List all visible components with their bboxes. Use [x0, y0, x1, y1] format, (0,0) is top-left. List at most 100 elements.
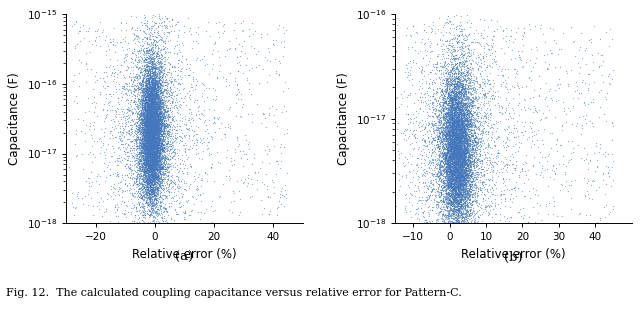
Point [149, 112, 159, 117]
Point [151, 131, 161, 136]
Point [148, 181, 159, 186]
Point [444, 149, 454, 154]
Point [587, 121, 597, 126]
Point [154, 101, 164, 106]
Point [450, 188, 460, 193]
Point [424, 106, 434, 111]
Point [148, 129, 158, 134]
Point [469, 174, 479, 179]
Point [453, 108, 463, 113]
Point [451, 163, 461, 168]
Point [444, 72, 454, 77]
Point [147, 106, 157, 111]
Point [129, 148, 139, 153]
Point [461, 214, 471, 219]
Point [408, 23, 419, 28]
Point [159, 118, 169, 123]
Point [139, 92, 149, 97]
Point [472, 141, 482, 146]
Point [461, 214, 471, 219]
Point [143, 112, 154, 117]
Point [448, 98, 458, 103]
Point [140, 129, 150, 134]
Point [127, 117, 137, 122]
Point [144, 85, 154, 90]
Point [467, 191, 477, 196]
Point [134, 113, 145, 118]
Point [159, 87, 169, 92]
Point [444, 106, 454, 111]
Point [447, 180, 458, 185]
Point [447, 73, 457, 78]
Point [428, 122, 438, 126]
Point [461, 151, 471, 156]
Point [460, 137, 470, 142]
Point [148, 132, 158, 137]
Point [155, 114, 165, 119]
Point [145, 113, 155, 117]
Point [455, 135, 465, 140]
Point [453, 135, 463, 140]
Point [460, 125, 470, 130]
Point [141, 158, 152, 163]
Point [146, 157, 156, 162]
Point [152, 105, 163, 110]
Point [456, 125, 466, 130]
Point [433, 108, 443, 113]
Point [147, 134, 157, 139]
Point [153, 159, 163, 164]
Point [150, 138, 160, 143]
Point [144, 107, 154, 112]
Point [148, 155, 158, 160]
Point [431, 178, 441, 183]
Point [138, 77, 148, 82]
Point [447, 164, 458, 169]
Point [456, 118, 467, 123]
Point [143, 85, 154, 90]
Point [131, 100, 141, 105]
Point [425, 55, 435, 60]
Point [144, 137, 154, 142]
Point [454, 123, 465, 128]
Point [141, 122, 152, 127]
Point [463, 65, 473, 70]
Point [450, 85, 460, 90]
Point [143, 91, 154, 96]
Point [154, 96, 164, 101]
Point [166, 186, 176, 191]
Point [147, 179, 157, 184]
Point [460, 147, 470, 152]
Point [454, 108, 464, 113]
Point [447, 141, 458, 146]
Point [148, 105, 158, 110]
Point [144, 112, 154, 117]
Point [451, 147, 461, 152]
Point [460, 148, 470, 153]
Point [138, 75, 148, 80]
Point [456, 141, 467, 146]
Point [456, 180, 467, 185]
Point [446, 180, 456, 185]
Point [149, 104, 159, 109]
Point [466, 142, 476, 147]
Point [449, 220, 460, 225]
Point [145, 213, 155, 218]
Point [143, 172, 154, 177]
Point [140, 98, 150, 103]
Point [451, 153, 461, 158]
Point [132, 177, 142, 182]
Point [145, 111, 155, 116]
Point [451, 169, 461, 174]
Point [478, 128, 488, 133]
Point [148, 168, 158, 173]
Point [152, 113, 162, 118]
Point [133, 145, 143, 150]
Point [141, 122, 151, 127]
Point [465, 207, 476, 212]
Point [461, 122, 472, 127]
Point [152, 166, 163, 171]
Point [449, 167, 459, 172]
Point [152, 143, 163, 148]
Point [140, 170, 150, 175]
Point [484, 204, 494, 209]
